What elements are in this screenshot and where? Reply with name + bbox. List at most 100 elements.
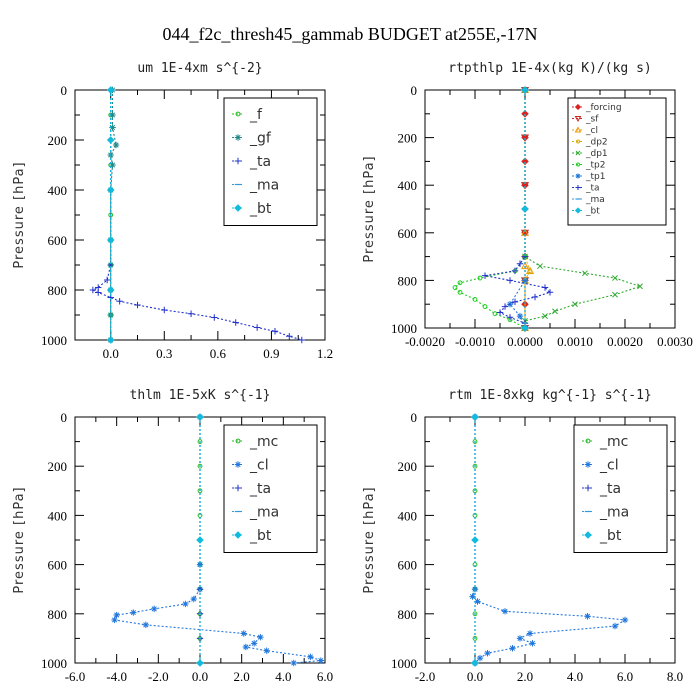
legend-thlm: _mc _cl _ta _ma _bt <box>223 424 318 553</box>
data-point <box>130 609 137 616</box>
data-point <box>516 312 524 320</box>
legend-entry: _bt <box>249 201 272 217</box>
x-tick-label: 6.0 <box>317 669 333 684</box>
legend-entry: _gf <box>249 131 272 147</box>
y-tick-label: 1000 <box>41 656 67 671</box>
data-point <box>211 314 218 321</box>
data-point <box>472 463 478 469</box>
legend-marker <box>234 134 242 141</box>
legend-marker <box>575 150 581 156</box>
data-point <box>471 659 479 667</box>
legend-entry: _bt <box>599 528 622 544</box>
panel-title-rtm: rtm 1E-8xkg kg^{-1} s^{-1} <box>448 388 652 403</box>
legend-marker <box>584 484 592 492</box>
x-tick-label: 4.0 <box>567 669 583 684</box>
data-point <box>242 643 250 651</box>
data-point <box>111 616 118 624</box>
data-point <box>250 640 258 647</box>
x-tick-label: -4.0 <box>106 669 127 684</box>
data-point <box>506 314 514 321</box>
y-axis-label-rtm: Pressure [hPa] <box>362 486 377 593</box>
data-point <box>196 536 204 544</box>
data-point <box>457 280 463 286</box>
data-point <box>501 608 509 615</box>
series-line <box>110 90 117 340</box>
data-point <box>106 286 115 294</box>
data-point <box>472 488 478 494</box>
legend-marker <box>234 531 242 539</box>
y-tick-label: 1000 <box>391 321 417 336</box>
data-point <box>106 86 115 94</box>
data-point <box>196 659 204 667</box>
x-tick-label: -0.0020 <box>405 334 445 349</box>
legend-entry: _cl <box>249 458 269 474</box>
x-tick-label: -2.0 <box>148 669 169 684</box>
x-tick-label: 0.0030 <box>657 334 693 349</box>
data-point <box>106 336 115 344</box>
legend-marker <box>234 484 242 492</box>
y-tick-label: 800 <box>398 273 418 288</box>
legend-entry: _ma <box>599 505 629 521</box>
data-point <box>541 284 549 291</box>
series-line <box>91 90 302 341</box>
x-tick-label: 0.0 <box>467 669 483 684</box>
x-tick-label: 0.0 <box>103 346 119 361</box>
data-point <box>496 309 504 316</box>
data-point <box>516 260 524 267</box>
data-point <box>109 161 116 169</box>
panel-title-thlm: thlm 1E-5xK s^{-1} <box>130 388 271 403</box>
data-point <box>474 598 481 605</box>
x-tick-label: 0.0010 <box>557 334 593 349</box>
panel-title-um: um 1E-4xm s^{-2} <box>137 61 262 76</box>
data-point <box>106 136 115 144</box>
series-rtpthlp-bt <box>521 86 529 332</box>
data-point <box>112 141 120 149</box>
data-point <box>197 463 203 469</box>
legend-entry: _bt <box>249 528 272 544</box>
data-point <box>196 561 204 568</box>
y-axis-label-rtpthlp: Pressure [hPa] <box>362 155 377 262</box>
legend-marker <box>584 461 592 468</box>
data-point <box>509 645 516 652</box>
data-point <box>469 593 476 600</box>
legend-rtpthlp: _forcing _sf_cl _dp2_dp1 _tp2_tp1 _ta_ma _bt <box>567 97 667 226</box>
data-point <box>197 488 203 494</box>
data-point <box>134 301 141 309</box>
data-point <box>637 283 643 290</box>
data-point <box>520 261 530 270</box>
data-point <box>103 276 111 284</box>
data-point <box>511 298 519 306</box>
data-point <box>516 635 524 642</box>
panel-um: um 1E-4xm s^{-2} Pressure [hPa] 0 200 400 600… <box>12 61 333 361</box>
legend-marker <box>574 103 582 111</box>
figure-title: 044_f2c_thresh45_gammab BUDGET at255E,-1… <box>162 24 537 44</box>
y-axis-label-thlm: Pressure [hPa] <box>12 486 27 593</box>
panel-rtpthlp: rtpthlp 1E-4x(kg K)/(kg s) Pressure [hPa]… <box>362 61 693 349</box>
legend-box <box>567 97 667 226</box>
legend-marker <box>576 162 580 167</box>
data-point <box>506 277 514 284</box>
data-point <box>472 635 478 641</box>
data-point <box>190 595 197 603</box>
legend-entry: _tp2 <box>585 161 605 171</box>
data-point <box>582 270 588 277</box>
legend-rtm: _mc _cl _ta _ma _bt <box>573 424 668 553</box>
data-point <box>529 640 536 647</box>
data-point <box>484 649 491 657</box>
legend-marker <box>235 111 241 117</box>
y-axis-label-um: Pressure [hPa] <box>12 161 27 268</box>
data-point <box>612 291 618 298</box>
data-point <box>521 86 529 94</box>
panel-rtm: rtm 1E-8xkg kg^{-1} s^{-1} Pressure [hPa]… <box>362 388 683 684</box>
y-tick-label: 800 <box>48 607 68 622</box>
data-point <box>477 275 483 281</box>
data-point <box>271 328 279 335</box>
data-point <box>298 336 305 344</box>
x-tick-label: 0.0000 <box>507 334 543 349</box>
y-tick-label: 200 <box>48 459 68 474</box>
y-tick-label: 600 <box>398 558 418 573</box>
legend-marker <box>574 126 582 133</box>
data-point <box>527 268 533 274</box>
data-point <box>621 616 629 624</box>
